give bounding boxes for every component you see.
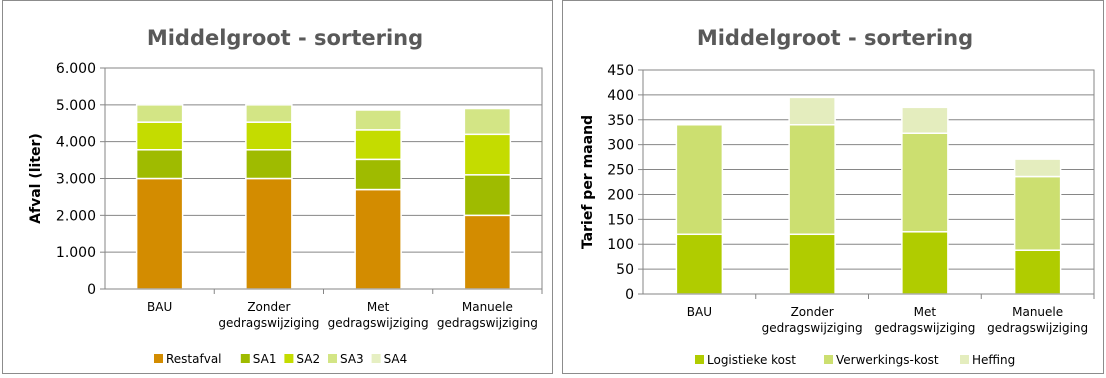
bar-segment <box>901 106 949 134</box>
x-category-label: Zonder <box>247 300 290 314</box>
chart-tarief-svg: Middelgroot - sortering 0 50 100 150 200 250 30… <box>580 26 1095 367</box>
bar-segment <box>788 233 836 295</box>
chart-panel-afval: Middelgroot - sortering 0 1.000 2.000 3.000 4… <box>2 0 553 374</box>
chart-title: Middelgroot - sortering <box>697 26 973 50</box>
bar-segment <box>788 124 836 236</box>
x-category-label: gedragswijziging <box>987 321 1088 335</box>
bar-segment <box>354 109 402 131</box>
bar-segment <box>901 132 949 233</box>
y-tick-label: 1.000 <box>56 245 96 261</box>
bar-segment <box>675 124 724 236</box>
bar-segment <box>135 149 184 180</box>
x-category-label: Manuele <box>462 300 513 314</box>
bar-segment <box>354 158 402 191</box>
y-tick-label: 4.000 <box>56 135 96 151</box>
bar-segment <box>463 174 512 217</box>
bar-segment <box>245 121 293 151</box>
legend-swatch <box>328 354 337 363</box>
y-tick-label: 250 <box>607 163 634 179</box>
bar-segment <box>245 104 293 123</box>
bar-segment <box>354 188 402 290</box>
legend-swatch <box>240 354 250 363</box>
bar-segment <box>1013 158 1062 178</box>
legend-label: SA4 <box>384 352 408 366</box>
bar-segment <box>463 133 512 176</box>
bar-segment <box>788 96 836 126</box>
legend-label: SA1 <box>253 352 277 366</box>
bar-segment <box>354 129 402 161</box>
bar-segment <box>463 107 512 136</box>
bar-segment <box>245 177 293 290</box>
chart-panel-tarief: Middelgroot - sortering 0 50 100 150 200 250 30… <box>562 0 1104 374</box>
x-category-label: gedragswijziging <box>437 316 538 330</box>
legend-label: SA2 <box>296 352 320 366</box>
x-category-label: Zonder <box>791 305 834 319</box>
legend-label: Restafval <box>166 352 222 366</box>
x-category-label: Met <box>914 305 937 319</box>
y-axis-label: Tarief per maand <box>580 115 596 249</box>
chart-title: Middelgroot - sortering <box>147 26 423 50</box>
legend-label: Logistieke kost <box>707 353 796 367</box>
legend-swatch <box>960 355 969 364</box>
bar-segment <box>135 104 184 123</box>
legend-swatch <box>695 355 704 364</box>
x-category-label: gedragswijziging <box>762 321 863 335</box>
legend-swatch <box>154 354 163 363</box>
y-tick-label: 3.000 <box>56 172 96 188</box>
legend-swatch <box>371 354 381 363</box>
y-tick-label: 100 <box>607 237 634 253</box>
x-category-label: Manuele <box>1012 305 1063 319</box>
y-axis-label: Afval (liter) <box>28 133 44 224</box>
x-category-label: gedragswijziging <box>218 316 319 330</box>
legend-swatch <box>284 354 294 363</box>
y-tick-label: 0 <box>87 282 96 298</box>
y-tick-label: 150 <box>607 212 634 228</box>
x-category-label: BAU <box>147 300 172 314</box>
legend-label: SA3 <box>340 352 364 366</box>
bar-segment <box>901 231 949 295</box>
bar-segment <box>135 121 184 151</box>
bar-segment <box>1013 175 1062 251</box>
bar-segment <box>245 149 293 180</box>
x-category-label: Met <box>367 300 390 314</box>
y-tick-label: 350 <box>607 113 634 129</box>
bar-segment <box>463 214 512 290</box>
y-tick-label: 0 <box>625 287 634 303</box>
y-tick-label: 5.000 <box>56 98 96 114</box>
y-tick-label: 400 <box>607 88 634 104</box>
chart-afval-svg: Middelgroot - sortering 0 1.000 2.000 3.000 4… <box>28 26 543 366</box>
x-category-label: BAU <box>687 305 712 319</box>
legend-swatch <box>824 355 833 364</box>
legend-label: Verwerkings-kost <box>836 353 939 367</box>
y-tick-label: 450 <box>607 63 634 79</box>
bar-segment <box>675 233 724 295</box>
bar-segment <box>1013 249 1062 295</box>
x-category-label: gedragswijziging <box>874 321 975 335</box>
x-category-label: gedragswijziging <box>328 316 429 330</box>
y-tick-label: 6.000 <box>56 61 96 77</box>
y-tick-label: 2.000 <box>56 208 96 224</box>
y-tick-label: 200 <box>607 187 634 203</box>
legend-label: Heffing <box>972 353 1015 367</box>
y-tick-label: 300 <box>607 138 634 154</box>
bar-segment <box>135 177 184 290</box>
y-tick-label: 50 <box>616 262 634 278</box>
